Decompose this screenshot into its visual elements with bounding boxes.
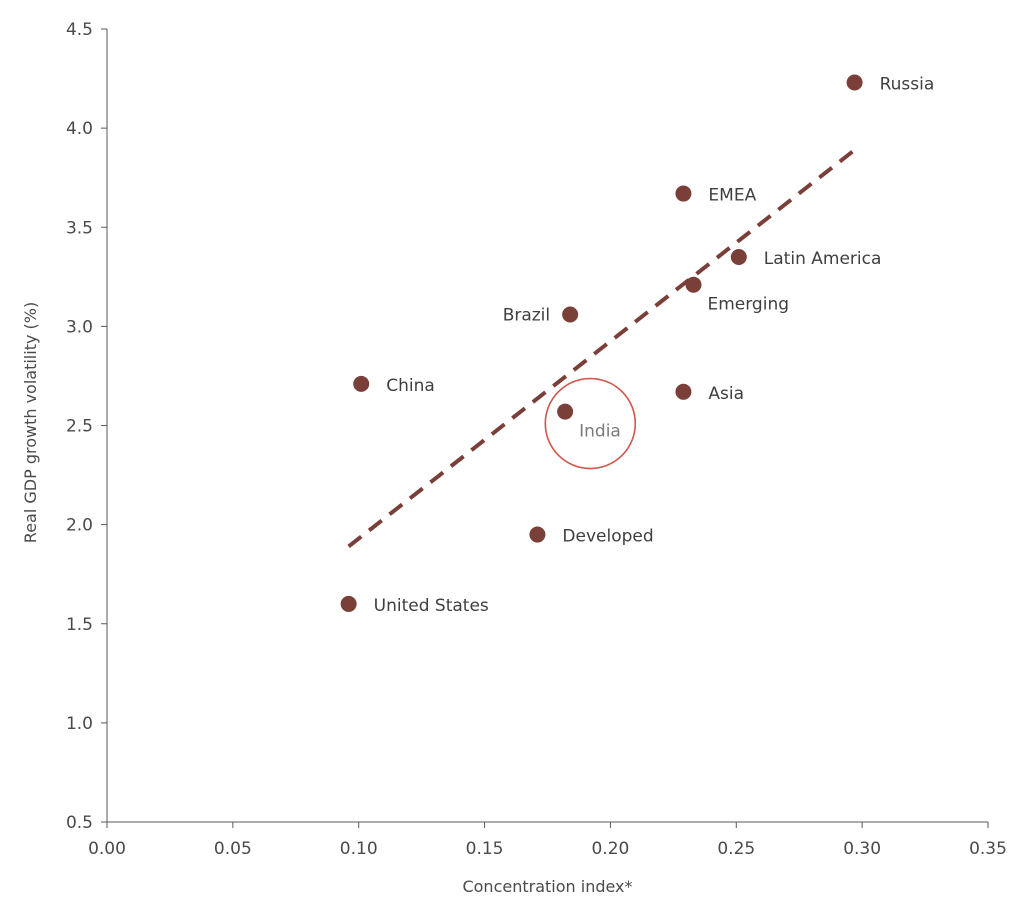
data-point-emerging (685, 276, 702, 293)
point-label-united-states: United States (374, 596, 489, 616)
point-label-russia: Russia (880, 75, 935, 95)
x-tick-label: 0.25 (717, 839, 755, 859)
india-highlight-circle (544, 377, 637, 470)
point-label-emerging: Emerging (707, 295, 789, 315)
data-point-brazil (562, 306, 579, 323)
x-axis-title: Concentration index* (462, 877, 632, 896)
y-tick-label: 0.5 (66, 813, 93, 833)
data-point-china (353, 375, 370, 392)
x-tick-label: 0.00 (88, 839, 126, 859)
data-points (340, 74, 863, 612)
x-tick-label: 0.30 (843, 839, 881, 859)
point-labels: Russia EMEA Latin America Emerging Brazil Chi… (374, 75, 935, 616)
point-label-brazil: Brazil (503, 305, 550, 325)
y-tick-label: 4.5 (66, 20, 93, 40)
point-label-developed: Developed (562, 527, 653, 547)
y-tick-label: 1.5 (66, 615, 93, 635)
point-label-india: India (579, 422, 621, 442)
data-point-asia (675, 383, 692, 400)
data-point-united-states (340, 595, 357, 612)
y-tick-label: 1.0 (66, 714, 93, 734)
data-point-developed (529, 526, 546, 543)
y-tick-label: 3.5 (66, 218, 93, 238)
x-tick-label: 0.35 (969, 839, 1007, 859)
data-point-india (557, 403, 574, 420)
point-label-china: China (386, 376, 435, 396)
x-tick-label: 0.10 (340, 839, 378, 859)
y-tick-label: 3.0 (66, 317, 93, 337)
y-tick-label: 2.5 (66, 417, 93, 437)
x-tick-label: 0.05 (214, 839, 252, 859)
point-label-emea: EMEA (708, 186, 756, 206)
y-tick-label: 2.0 (66, 516, 93, 536)
data-point-russia (846, 74, 863, 91)
axes (106, 29, 988, 823)
y-axis-title: Real GDP growth volatility (%) (21, 302, 40, 543)
trendline (347, 148, 856, 549)
x-tick-label: 0.20 (591, 839, 629, 859)
y-ticks: 0.5 1.0 1.5 2.0 2.5 3.0 3.5 4.0 4.5 (66, 20, 107, 833)
x-tick-label: 0.15 (466, 839, 504, 859)
x-ticks: 0.00 0.05 0.10 0.15 0.20 0.25 0.30 0.35 (88, 822, 1007, 859)
point-label-latin-america: Latin America (764, 249, 882, 269)
data-point-latin-america (730, 248, 747, 265)
y-tick-label: 4.0 (66, 119, 93, 139)
data-point-emea (675, 185, 692, 202)
point-label-asia: Asia (708, 384, 744, 404)
